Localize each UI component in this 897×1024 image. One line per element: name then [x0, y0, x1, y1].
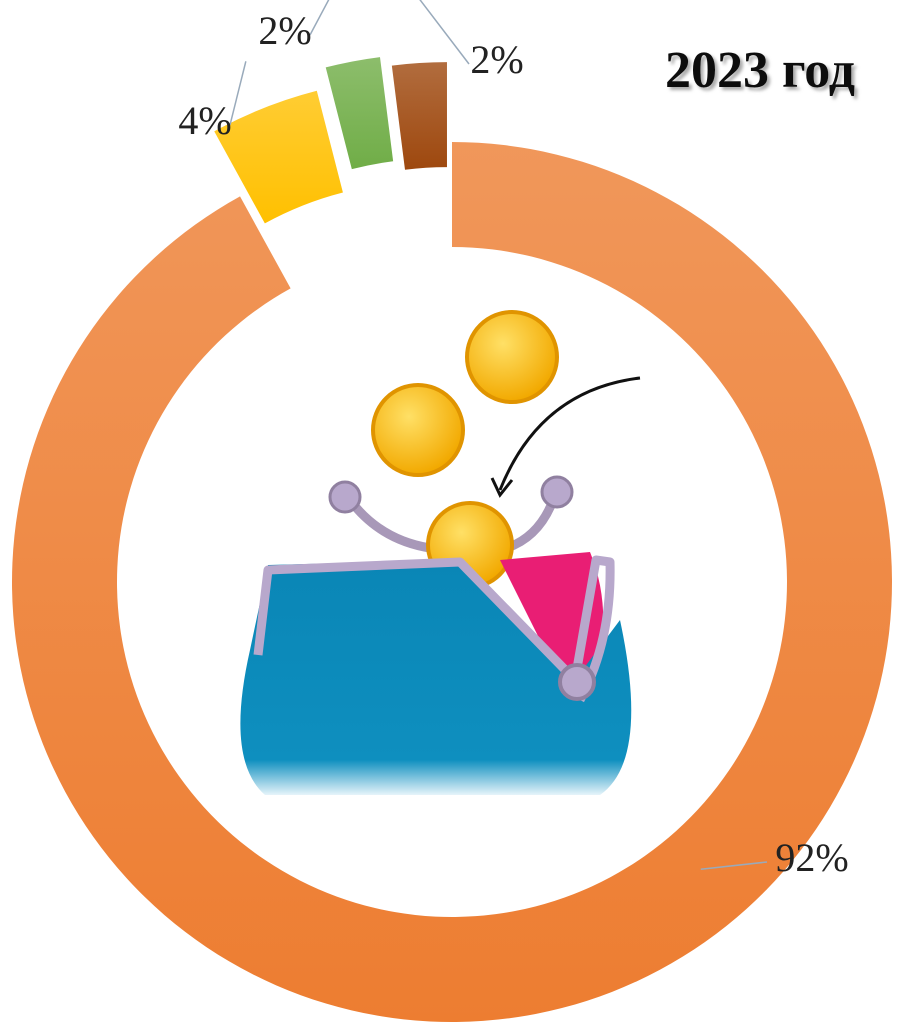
- chart: 2023 год 92% 4% 2% 2%: [0, 0, 897, 1024]
- data-label: 92%: [775, 835, 848, 880]
- clasp-knob: [560, 665, 594, 699]
- wallet-illustration: [240, 312, 640, 795]
- leader-line: [415, 0, 469, 64]
- leader-line: [230, 61, 246, 125]
- donut-segment: [392, 62, 447, 170]
- coin: [467, 312, 557, 402]
- data-label: 4%: [178, 98, 231, 143]
- clasp-knob: [542, 477, 572, 507]
- data-label: 2%: [470, 37, 523, 82]
- donut-segment: [326, 57, 393, 169]
- clasp-knob: [330, 482, 360, 512]
- chart-title: 2023 год: [665, 42, 855, 99]
- data-label: 2%: [258, 8, 311, 53]
- coin: [373, 385, 463, 475]
- leader-line: [310, 0, 338, 35]
